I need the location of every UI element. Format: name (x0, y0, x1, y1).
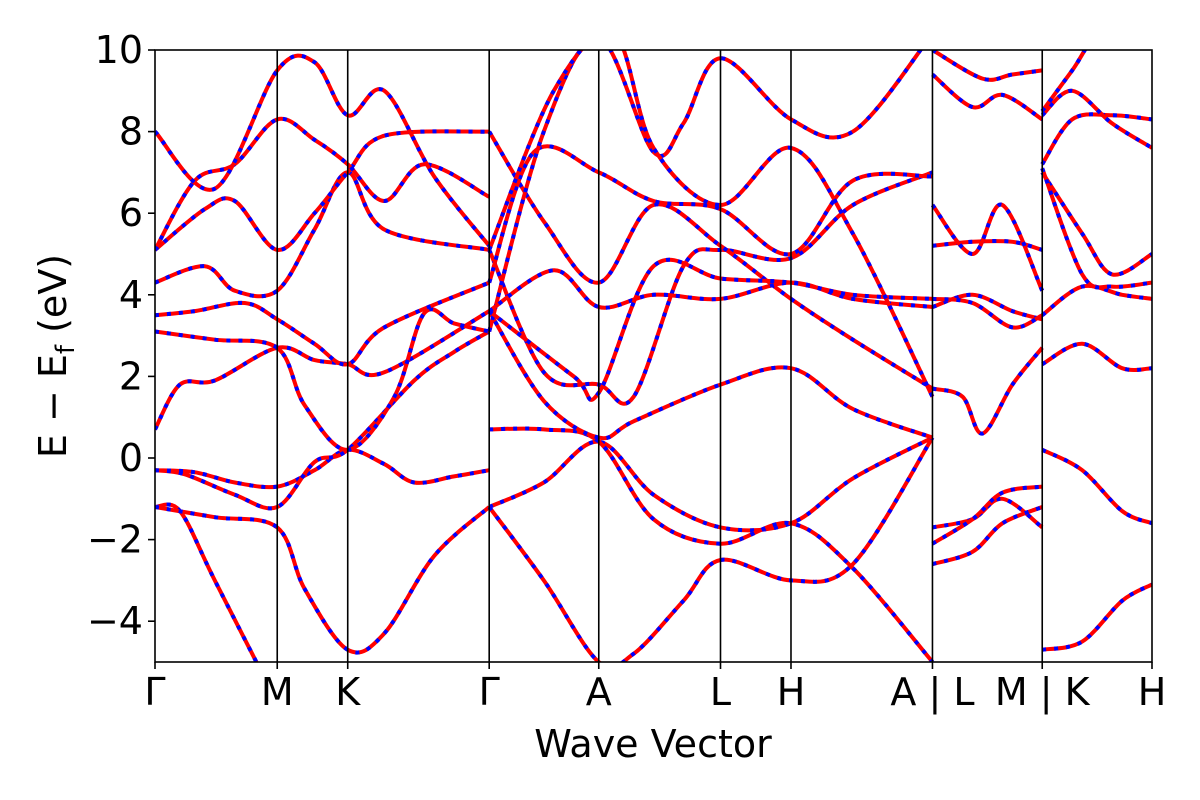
band-line-40 (1040, 50, 1088, 113)
band-line-32 (1041, 447, 1152, 526)
band-line-dash-3 (155, 329, 491, 511)
band-line-dash-25 (931, 346, 1044, 436)
band-line-29 (930, 202, 1045, 292)
band-line-dash-17 (487, 144, 933, 284)
band-line-dash-34 (1041, 341, 1152, 373)
x-tick-label: A (586, 670, 612, 714)
band-line-3 (155, 329, 491, 511)
band-line-14 (487, 310, 934, 441)
band-line-20 (487, 257, 933, 402)
band-line-35 (1040, 283, 1152, 317)
x-tick-label: K (335, 670, 361, 714)
x-tick-label: M | K (995, 670, 1091, 715)
band-line-dash-39 (1040, 88, 1152, 150)
x-tick-label: M (261, 670, 294, 714)
y-tick-label: 10 (95, 28, 143, 72)
y-tick-label: 6 (119, 191, 143, 235)
band-line-31 (931, 50, 1043, 82)
band-line-dash-18 (487, 50, 923, 333)
band-line-dash-10 (155, 53, 491, 248)
band-line-dash-32 (1041, 447, 1152, 526)
band-line-dash-0 (155, 502, 259, 662)
band-line-4 (155, 309, 491, 431)
band-line-36 (1040, 171, 1152, 277)
x-tick-label: H (1138, 670, 1167, 714)
band-line-dash-37 (1040, 167, 1152, 290)
band-line-dash-15 (487, 170, 934, 406)
band-line-dash-6 (155, 280, 490, 367)
band-line-dash-24 (931, 505, 1043, 567)
band-line-dash-1 (155, 505, 491, 655)
band-line-16 (487, 130, 934, 391)
y-tick-label: 0 (119, 436, 143, 480)
x-tick-label: L (710, 670, 731, 714)
band-line-dash-11 (488, 435, 934, 533)
band-line-dash-26 (931, 292, 1043, 322)
band-line-dash-20 (487, 257, 933, 402)
band-line-dash-14 (487, 310, 934, 441)
band-line-11 (488, 435, 934, 533)
band-line-18 (487, 50, 923, 333)
y-tick-label: 8 (119, 110, 143, 154)
band-line-dash-21 (487, 50, 935, 398)
x-axis-label: Wave Vector (534, 722, 772, 766)
band-line-dash-7 (155, 170, 490, 299)
band-line-25 (931, 346, 1044, 436)
band-line-dash-5 (155, 307, 490, 452)
band-line-dash-13 (487, 436, 935, 662)
x-tick-label: Γ (144, 670, 165, 714)
band-line-dash-23 (931, 484, 1043, 546)
band-line-dash-28 (932, 239, 1043, 252)
band-line-dash-9 (155, 116, 491, 251)
y-tick-label: 2 (119, 354, 143, 398)
y-tick-label: −4 (87, 599, 143, 643)
band-line-1 (155, 505, 491, 655)
band-line-21 (487, 50, 935, 398)
band-line-dash-36 (1040, 171, 1152, 277)
band-line-dash-12 (489, 426, 935, 662)
band-line-0 (155, 502, 259, 662)
x-tick-label: A | L (890, 670, 974, 715)
band-line-34 (1041, 341, 1152, 373)
band-line-33 (1041, 582, 1152, 652)
band-line-dash-31 (931, 50, 1043, 82)
y-tick-label: −2 (87, 518, 143, 562)
y-axis-label: E − Ef (eV) (31, 254, 81, 458)
band-line-dash-19 (488, 268, 933, 313)
plot-area (155, 50, 1152, 662)
x-tick-label: H (777, 670, 806, 714)
y-tick-label: 4 (119, 273, 143, 317)
band-line-dash-4 (155, 309, 491, 431)
band-line-dash-2 (155, 447, 490, 490)
x-tick-label: Γ (479, 670, 500, 714)
high-symmetry-lines (276, 50, 1044, 662)
band-line-dash-38 (1040, 112, 1152, 166)
plot-frame (154, 49, 1153, 663)
y-axis-ticks: −4 −2 0 2 4 6 8 10 (87, 28, 155, 643)
band-line-dash-35 (1040, 283, 1152, 317)
band-line-dash-30 (931, 72, 1044, 122)
band-line-8 (155, 129, 490, 252)
band-line-37 (1040, 167, 1152, 290)
band-line-27 (932, 296, 1044, 330)
